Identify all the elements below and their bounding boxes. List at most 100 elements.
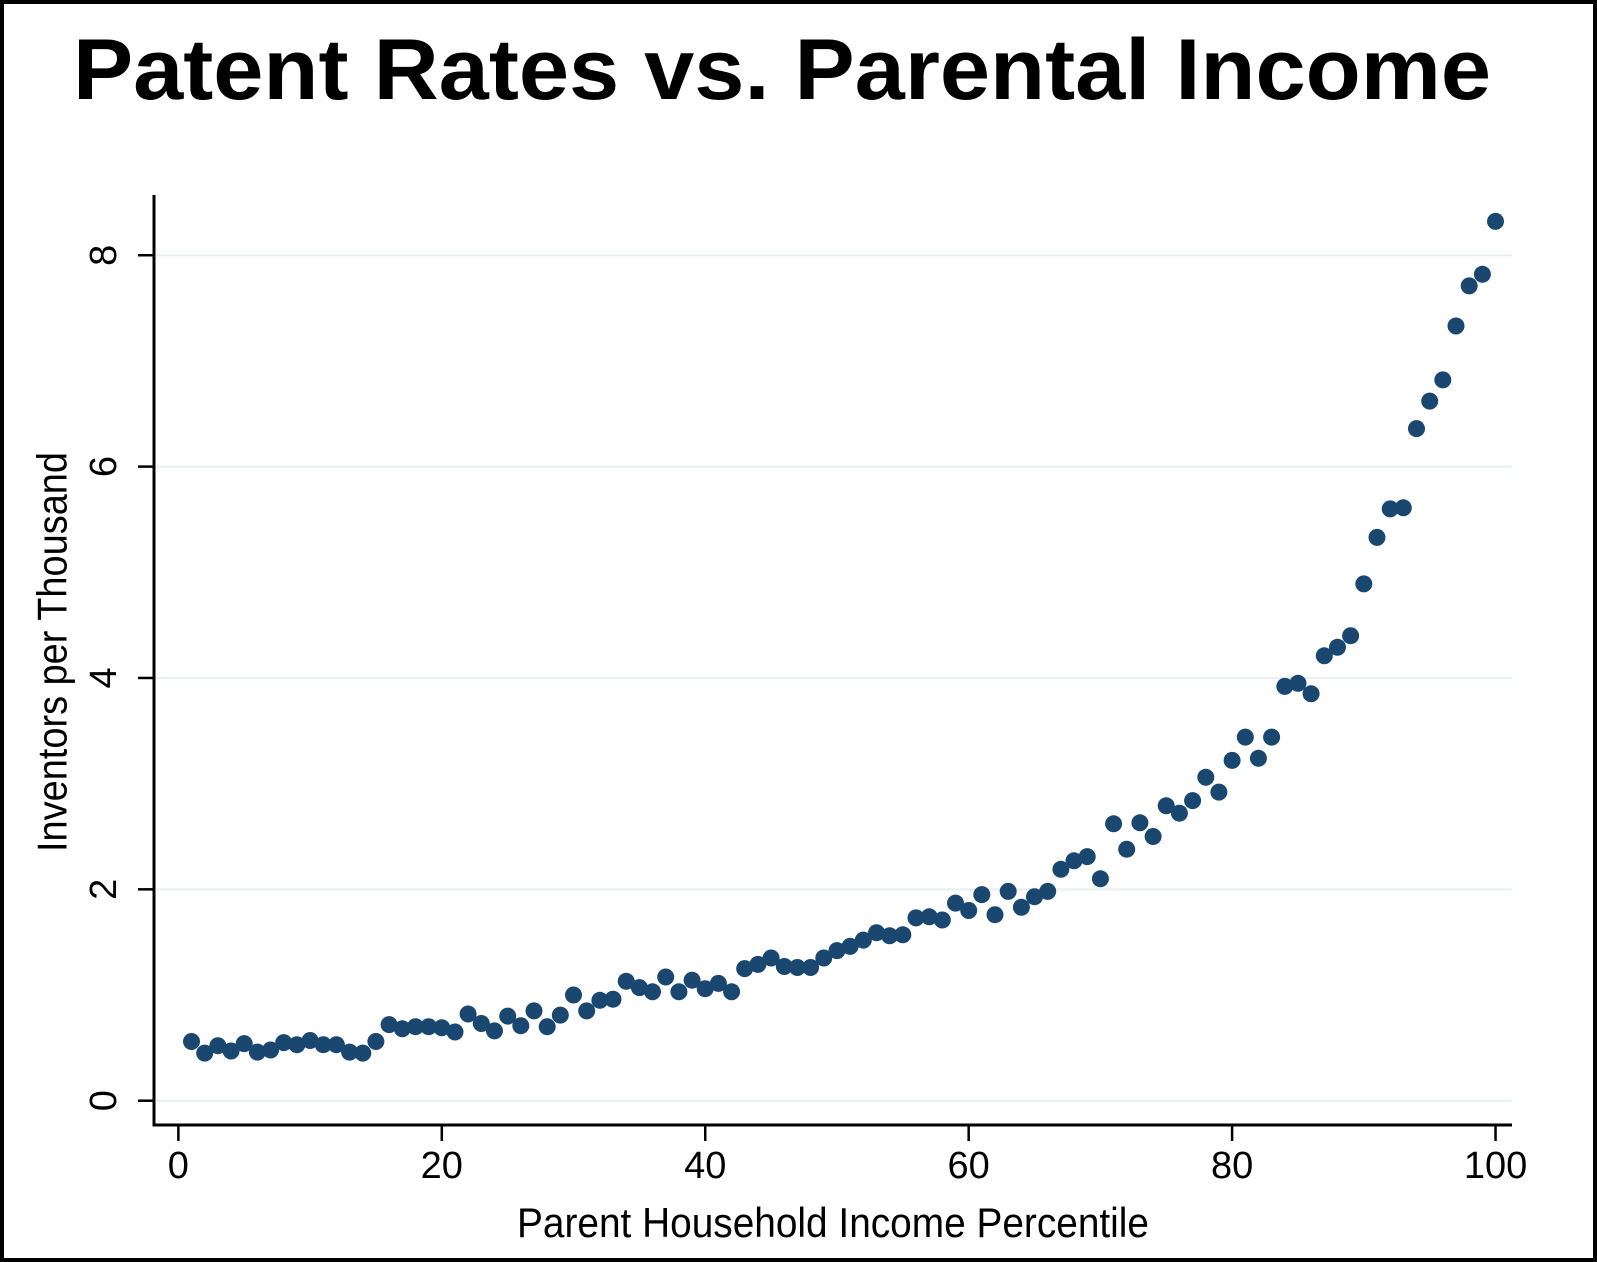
data-point [775, 958, 793, 975]
data-point [973, 886, 991, 904]
data-point [314, 1036, 332, 1054]
data-point [881, 927, 899, 945]
data-point [709, 974, 727, 992]
data-point [723, 983, 741, 1001]
data-point [512, 1017, 530, 1035]
data-point [1381, 500, 1399, 518]
data-point [1421, 392, 1439, 410]
data-point [1223, 751, 1241, 769]
data-point [617, 972, 635, 990]
data-point [341, 1043, 359, 1061]
data-point [407, 1018, 424, 1036]
data-point [380, 1016, 398, 1034]
data-point [459, 1005, 477, 1023]
data-point [1302, 685, 1320, 703]
data-point [591, 991, 609, 1009]
chart-title: Patent Rates vs. Parental Income [73, 22, 1491, 118]
x-axis-title: Parent Household Income Percentile [517, 1199, 1149, 1246]
data-point [1052, 860, 1070, 878]
y-tick-label: 4 [83, 667, 125, 688]
data-point [1157, 797, 1175, 815]
data-point [1329, 638, 1346, 656]
data-point [1460, 277, 1478, 295]
data-point [644, 983, 661, 1001]
x-tick-label: 0 [168, 1145, 189, 1187]
data-point [1355, 575, 1373, 593]
data-point [828, 942, 846, 960]
data-point [960, 902, 978, 919]
data-point [433, 1019, 451, 1037]
data-point [1263, 728, 1281, 746]
data-point [1118, 840, 1136, 858]
data-point [1170, 804, 1188, 822]
data-point [749, 955, 767, 973]
data-point [578, 1002, 596, 1020]
data-point [1012, 898, 1030, 916]
data-point [1026, 888, 1043, 906]
data-point [947, 894, 964, 912]
data-point [1131, 814, 1149, 832]
data-point [1368, 528, 1386, 546]
data-point [1342, 627, 1360, 645]
data-point [1065, 852, 1083, 870]
data-point [815, 949, 833, 967]
x-tick-label: 60 [948, 1145, 990, 1187]
data-point [393, 1020, 411, 1038]
data-point [907, 909, 925, 927]
y-tick-label: 2 [83, 879, 125, 900]
data-point [196, 1044, 214, 1062]
data-point [868, 924, 885, 942]
data-point [986, 906, 1004, 924]
data-point [1184, 792, 1202, 810]
data-point [894, 926, 912, 944]
data-point [301, 1032, 319, 1049]
data-point [551, 1006, 569, 1024]
data-point [657, 968, 675, 986]
data-point [235, 1035, 253, 1053]
data-point [762, 949, 780, 967]
data-point [248, 1043, 266, 1061]
data-point [1197, 768, 1215, 786]
data-point [1394, 499, 1412, 517]
data-point [1315, 647, 1333, 665]
y-axis-title: Inventors per Thousand [29, 452, 76, 852]
y-tick-label: 0 [83, 1090, 125, 1111]
data-point [1289, 674, 1307, 692]
data-point [802, 959, 820, 976]
data-point [367, 1033, 385, 1050]
data-point [354, 1044, 372, 1062]
x-tick-label: 40 [684, 1145, 726, 1187]
data-point [999, 882, 1017, 900]
data-point [1276, 677, 1294, 695]
data-point [327, 1036, 345, 1054]
x-tick-label: 100 [1464, 1145, 1527, 1187]
data-point [446, 1023, 464, 1041]
axes [152, 195, 1512, 1127]
data-point [1144, 828, 1162, 845]
data-point [696, 980, 714, 998]
data-point [1434, 371, 1452, 389]
data-point [1249, 749, 1267, 767]
data-point [1091, 870, 1109, 888]
data-point [183, 1033, 200, 1050]
data-point [1487, 212, 1504, 230]
data-point [736, 960, 754, 978]
data-point [1105, 815, 1123, 833]
data-point [1408, 420, 1425, 438]
data-point [854, 931, 872, 949]
x-tick-label: 80 [1211, 1145, 1253, 1187]
data-point [1447, 317, 1465, 335]
y-tick-label: 8 [83, 245, 125, 266]
data-point [275, 1034, 293, 1052]
data-point [565, 986, 582, 1004]
data-point [683, 971, 701, 989]
data-point [486, 1022, 503, 1040]
data-point [670, 983, 688, 1001]
data-point [1078, 848, 1096, 866]
data-point [222, 1042, 240, 1060]
data-point [1473, 265, 1491, 283]
data-point [630, 979, 648, 997]
